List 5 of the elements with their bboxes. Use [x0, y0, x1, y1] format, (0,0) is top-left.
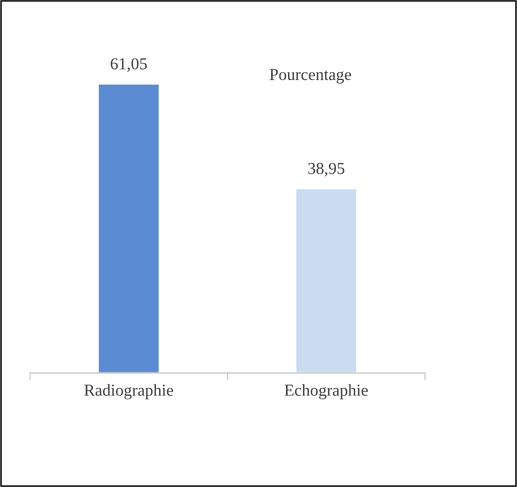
data-label: 38,95	[308, 162, 344, 176]
chart-title: Pourcentage	[270, 69, 352, 84]
x-tick-label: Radiographie	[84, 384, 174, 400]
data-label: 61,05	[110, 58, 147, 72]
x-tick-label: Echographie	[284, 384, 368, 400]
